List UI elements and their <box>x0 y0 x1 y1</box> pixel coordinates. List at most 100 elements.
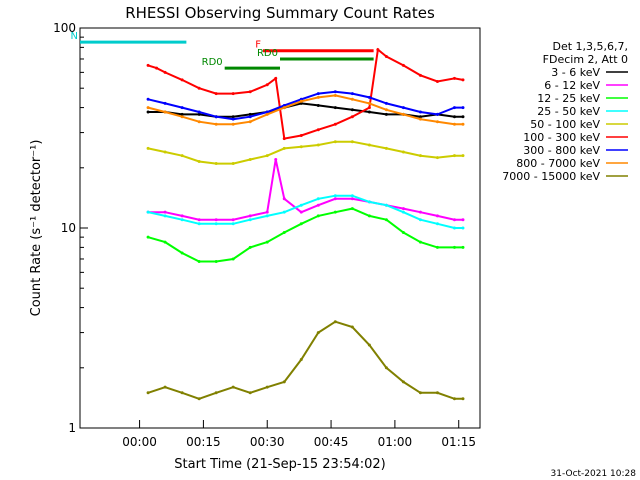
series-6-point-8 <box>282 103 286 107</box>
series-2-point-4 <box>214 259 218 263</box>
x-tick-label-2: 00:30 <box>250 435 285 449</box>
series-5-point-18 <box>401 63 405 67</box>
series-3-point-3 <box>197 222 201 226</box>
legend-label-5: 100 - 300 keV <box>523 131 600 144</box>
series-0-point-12 <box>350 108 354 112</box>
series-7-point-3 <box>197 120 201 124</box>
series-8-point-9 <box>299 358 303 362</box>
series-5-point-6 <box>231 92 235 96</box>
series-0-point-13 <box>367 110 371 114</box>
x-tick-label-4: 01:00 <box>378 435 413 449</box>
series-2-point-3 <box>197 259 201 263</box>
series-2-point-10 <box>316 214 320 218</box>
series-6-point-18 <box>452 106 456 110</box>
series-line-4 <box>147 140 463 165</box>
series-1-point-18 <box>435 214 439 218</box>
series-8-point-14 <box>384 366 388 370</box>
y-tick-label-2: 100 <box>53 21 76 35</box>
series-line-6 <box>147 90 463 121</box>
series-4-point-6 <box>248 158 252 162</box>
series-3-point-18 <box>452 226 456 230</box>
series-3-point-0 <box>146 210 150 214</box>
series-5-point-21 <box>452 76 456 80</box>
series-8-point-3 <box>197 397 201 401</box>
series-0-point-5 <box>231 115 235 119</box>
series-0-point-0 <box>146 110 150 114</box>
series-4-point-0 <box>146 146 150 150</box>
series-2-point-13 <box>367 214 371 218</box>
series-4-point-15 <box>401 150 405 154</box>
series-6-point-19 <box>461 106 465 110</box>
plot-frame <box>79 27 481 429</box>
series-3-point-8 <box>282 210 286 214</box>
series-8-point-6 <box>248 391 252 395</box>
series-6-point-10 <box>316 92 320 96</box>
series-7-point-7 <box>265 112 269 116</box>
series-5-point-0 <box>146 63 150 67</box>
legend-label-8: 7000 - 15000 keV <box>502 170 600 183</box>
series-2-point-0 <box>146 235 150 239</box>
series-2-point-16 <box>418 240 422 244</box>
series-3-point-12 <box>350 194 354 198</box>
annotation-label-2: RD0 <box>257 48 278 59</box>
series-1-point-19 <box>452 218 456 222</box>
series-5-point-9 <box>274 76 278 80</box>
series-6-point-7 <box>265 110 269 114</box>
series-7-point-9 <box>299 99 303 103</box>
series-5-point-8 <box>265 83 269 87</box>
series-6-point-14 <box>384 101 388 105</box>
series-5-point-19 <box>418 73 422 77</box>
x-tick-label-3: 00:45 <box>314 435 349 449</box>
series-5-point-1 <box>155 66 159 70</box>
series-1-point-17 <box>418 210 422 214</box>
series-3-point-7 <box>265 214 269 218</box>
series-5-point-15 <box>367 106 371 110</box>
series-7-point-13 <box>367 101 371 105</box>
series-6-point-6 <box>248 115 252 119</box>
legend-label-1: 6 - 12 keV <box>544 79 600 92</box>
annotation-label-0: N <box>71 31 78 42</box>
legend-label-2: 12 - 25 keV <box>537 92 600 105</box>
series-6-point-0 <box>146 97 150 101</box>
series-8-point-4 <box>214 391 218 395</box>
series-8-point-13 <box>367 343 371 347</box>
series-2-point-5 <box>231 257 235 261</box>
legend-label-0: 3 - 6 keV <box>551 66 600 79</box>
x-tick-label-5: 01:15 <box>441 435 476 449</box>
series-5-point-11 <box>299 134 303 138</box>
series-line-8 <box>147 320 463 400</box>
series-8-point-8 <box>282 380 286 384</box>
y-tick-label-0: 1 <box>68 421 76 435</box>
series-2-point-11 <box>333 210 337 214</box>
series-6-point-11 <box>333 90 337 94</box>
series-4-point-13 <box>367 143 371 147</box>
series-0-point-11 <box>333 106 337 110</box>
series-4-point-3 <box>197 160 201 164</box>
series-0-point-2 <box>180 112 184 116</box>
series-4-point-7 <box>265 154 269 158</box>
series-3-point-6 <box>248 218 252 222</box>
series-1-point-9 <box>282 197 286 201</box>
annotation-label-1: F <box>255 40 261 51</box>
legend: Det 1,3,5,6,7,FDecim 2, Att 03 - 6 keV6 … <box>502 40 628 183</box>
series-3-point-5 <box>231 222 235 226</box>
series-7-point-10 <box>316 95 320 99</box>
legend-label-6: 300 - 800 keV <box>523 144 600 157</box>
series-1-point-13 <box>350 197 354 201</box>
series-2-point-2 <box>180 251 184 255</box>
series-4-point-10 <box>316 143 320 147</box>
series-1-point-7 <box>265 210 269 214</box>
series-7-point-6 <box>248 120 252 124</box>
footer-timestamp: 31-Oct-2021 10:28 <box>551 469 637 479</box>
chart-title: RHESSI Observing Summary Count Rates <box>125 4 435 22</box>
series-line-2 <box>147 207 463 263</box>
series-7-point-17 <box>435 120 439 124</box>
series-3-point-2 <box>180 218 184 222</box>
series-4-point-1 <box>163 150 167 154</box>
series-7-point-8 <box>282 106 286 110</box>
series-3-point-11 <box>333 194 337 198</box>
legend-header-0: Det 1,3,5,6,7, <box>552 40 628 53</box>
series-7-point-1 <box>163 110 167 114</box>
series-2-point-18 <box>452 245 456 249</box>
series-1-point-12 <box>333 197 337 201</box>
